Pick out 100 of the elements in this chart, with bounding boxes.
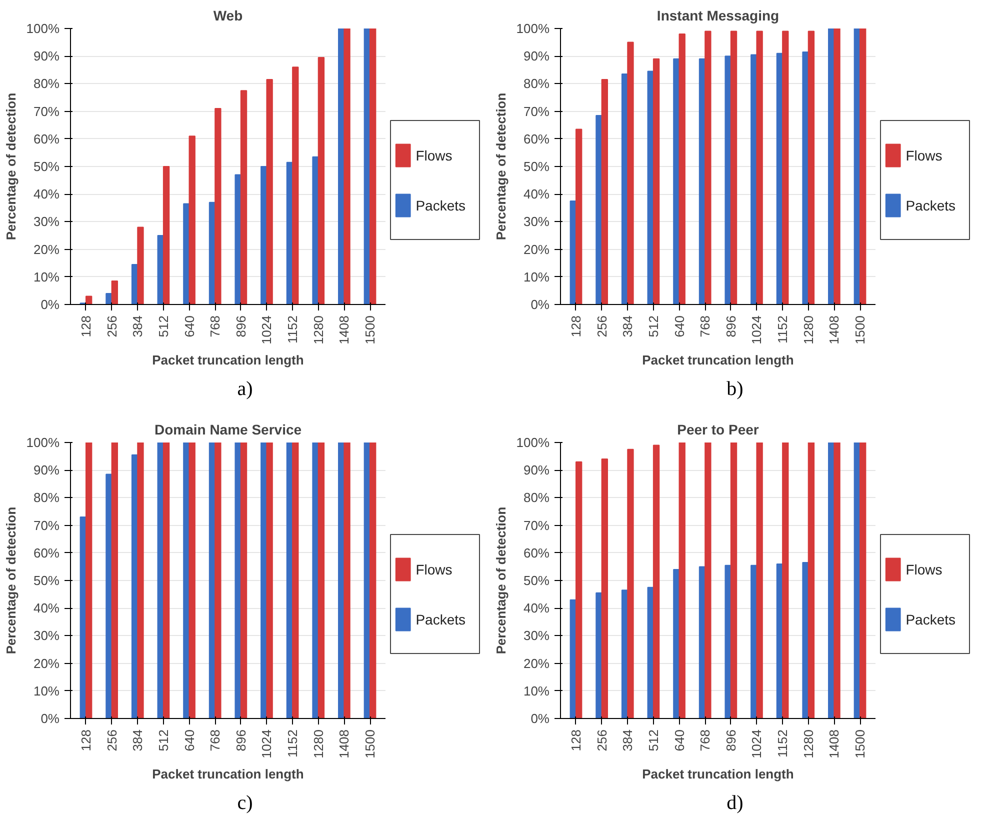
text: b) [726,377,744,402]
x-tick-label: 896 [233,729,248,752]
x-tick-label: 256 [104,729,120,752]
legend-label: Flows [906,562,942,578]
x-tick-label: 1408 [826,730,842,758]
x-tick-label: 512 [646,729,661,752]
y-tick-label: 60% [33,131,60,146]
bar [214,108,222,304]
text: d) [726,791,744,816]
x-tick-label: 128 [568,729,584,752]
bar [162,166,170,304]
x-tick-label: 1024 [749,316,764,344]
y-tick-label: 70% [33,104,60,119]
y-tick-label: 10% [33,683,60,698]
bar [188,136,196,304]
x-tick-label: 512 [156,729,171,752]
bar [137,442,144,718]
y-tick-label: 90% [523,462,550,478]
x-tick-label: 1152 [285,315,300,344]
x-tick-label: 512 [156,315,171,338]
y-tick-label: 20% [523,656,550,671]
bar [344,442,350,718]
y-tick-label: 40% [523,600,550,616]
y-tick-label: 60% [33,545,60,560]
bar [370,28,376,304]
y-axis-title: Percentage of detection [3,506,18,654]
y-tick-label: 100% [516,435,550,450]
bar [601,79,608,304]
y-tick-label: 90% [33,462,60,478]
bar [318,442,325,718]
y-tick-label: 0% [40,711,60,726]
x-tick-label: 640 [182,315,197,338]
bar [782,30,789,304]
x-tick-label: 256 [104,315,120,338]
bar [802,562,809,718]
x-tick-label: 1024 [259,730,274,758]
bar [266,442,273,718]
x-tick-label: 1152 [285,729,300,758]
y-tick-label: 50% [33,573,60,588]
bar [673,58,680,304]
bar [240,90,248,304]
chart-title: Peer to Peer [677,422,760,438]
y-tick-label: 0% [40,297,60,312]
bar [188,442,196,718]
y-tick-label: 20% [523,242,550,257]
x-tick-label: 768 [698,729,713,752]
y-tick-label: 0% [530,711,550,726]
bar [344,28,350,304]
bar [162,442,170,718]
bar [652,58,660,304]
y-tick-label: 70% [523,518,550,533]
x-tick-label: 256 [594,729,610,752]
y-tick-label: 80% [523,76,550,92]
bar [678,442,686,718]
bar [627,448,634,718]
bar [834,442,840,718]
x-axis-title: Packet truncation length [642,766,794,782]
y-tick-label: 100% [516,21,550,36]
y-tick-label: 0% [530,297,550,312]
y-tick-label: 70% [523,104,550,119]
bar [627,42,634,304]
x-tick-label: 1024 [259,316,274,344]
text: a) [237,377,253,402]
bar [704,442,712,718]
bar [318,56,325,304]
y-tick-label: 30% [33,628,60,644]
y-tick-label: 80% [523,490,550,506]
x-tick-label: 512 [646,315,661,338]
y-tick-label: 50% [33,159,60,174]
bar [808,442,815,718]
y-tick-label: 80% [33,490,60,506]
text: c) [237,791,253,816]
bar [834,28,840,304]
bar [601,458,608,718]
y-tick-label: 40% [33,600,60,616]
x-tick-label: 384 [620,729,636,752]
x-tick-label: 128 [78,315,94,338]
y-tick-label: 20% [33,242,60,257]
bar [808,30,815,304]
bar [370,442,376,718]
y-tick-label: 20% [33,656,60,671]
x-tick-label: 384 [620,315,636,338]
x-tick-label: 1408 [826,316,842,344]
x-tick-label: 1500 [362,730,378,758]
x-axis-title: Packet truncation length [152,352,304,368]
y-tick-label: 60% [523,131,550,146]
x-tick-label: 1024 [749,730,764,758]
bar [756,30,763,304]
x-tick-label: 1408 [336,316,352,344]
x-tick-label: 384 [130,315,146,338]
bar [673,568,680,718]
bar [652,444,660,718]
bar [860,28,866,304]
x-tick-label: 896 [723,315,738,338]
y-tick-label: 10% [523,683,550,698]
x-tick-label: 1280 [310,730,326,758]
bar [730,442,738,718]
bar [214,442,222,718]
chart-title: Instant Messaging [656,8,780,24]
y-tick-label: 90% [523,48,550,64]
